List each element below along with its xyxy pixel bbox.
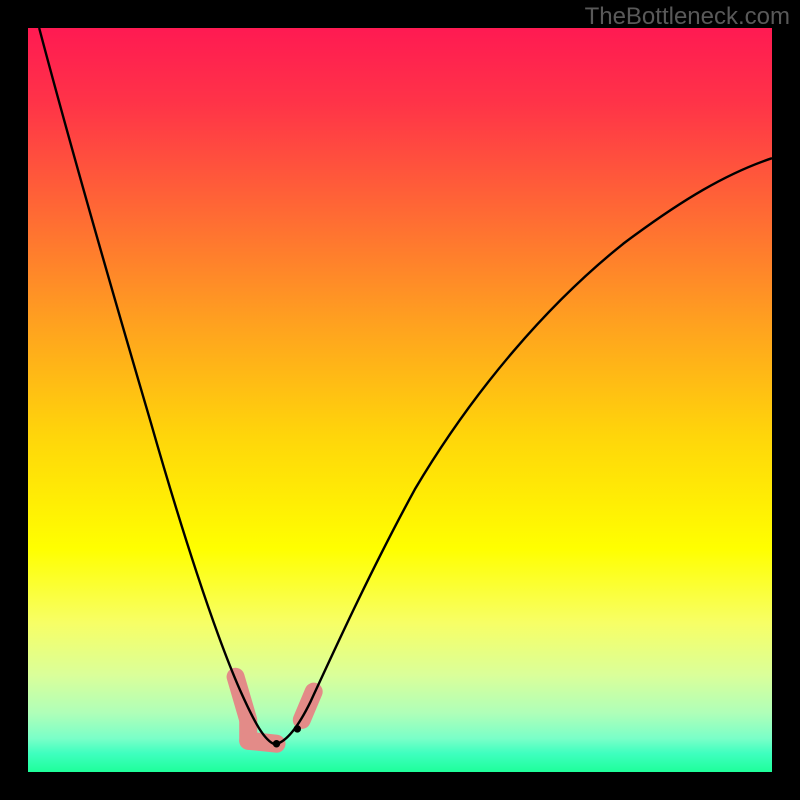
curve-dot bbox=[294, 725, 301, 732]
curve-dot bbox=[273, 740, 280, 747]
watermark-text: TheBottleneck.com bbox=[585, 3, 790, 31]
pink-highlight-group bbox=[236, 677, 314, 744]
bottleneck-curve bbox=[39, 28, 772, 744]
figure-root: TheBottleneck.com bbox=[0, 0, 800, 800]
plot-area bbox=[28, 28, 772, 772]
curve-layer bbox=[28, 28, 772, 772]
